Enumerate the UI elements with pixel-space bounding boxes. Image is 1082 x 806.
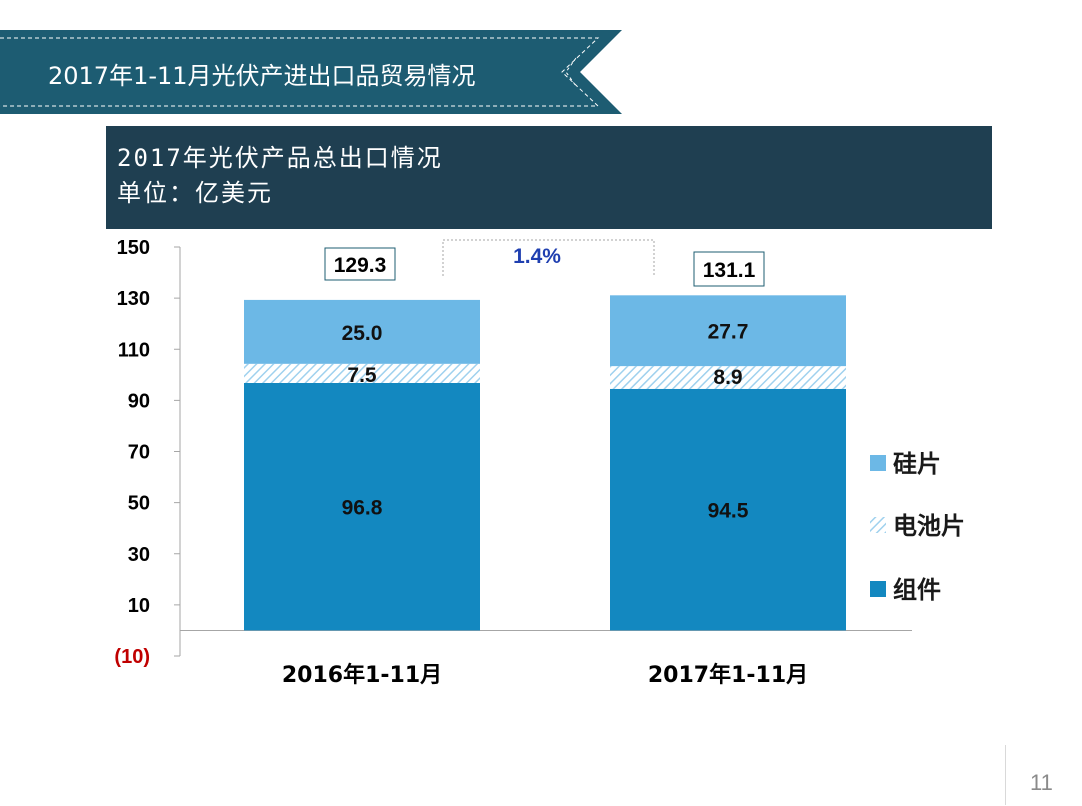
bar-data-label: 96.8 [342, 497, 383, 520]
growth-label: 1.4% [513, 245, 561, 268]
bar-data-label: 7.5 [347, 364, 377, 387]
bar-data-label: 94.5 [708, 500, 749, 523]
y-tick-label: 90 [128, 390, 150, 412]
y-tick-label: 110 [118, 339, 150, 361]
x-tick-label: 2017年1-11月 [648, 662, 808, 688]
legend-swatch [870, 581, 886, 597]
legend-swatch [870, 517, 886, 533]
bar-data-label: 25.0 [342, 322, 383, 345]
growth-bracket [442, 239, 655, 276]
legend-label: 组件 [893, 576, 941, 604]
page-number-divider [1005, 745, 1006, 805]
total-label: 129.3 [334, 254, 387, 277]
legend-swatch [870, 455, 886, 471]
bar-segment [610, 366, 846, 389]
chart-title: 2017年光伏产品总出口情况 [117, 144, 443, 172]
y-tick-label: 130 [117, 288, 150, 310]
bar-segment [610, 388, 846, 631]
bar-data-label: 27.7 [708, 321, 749, 344]
total-label-box [693, 251, 765, 287]
y-tick-label: (10) [114, 646, 150, 668]
bar-data-label: 8.9 [713, 366, 742, 389]
title-banner [0, 30, 622, 114]
x-tick-label: 2016年1-11月 [282, 662, 442, 688]
page-number: 11 [1030, 770, 1053, 795]
bar-segment [244, 299, 480, 364]
bar-segment [244, 382, 480, 631]
total-label: 131.1 [703, 259, 756, 282]
y-tick-label: 50 [128, 493, 150, 515]
y-tick-label: 10 [128, 595, 150, 617]
bar-segment [244, 363, 480, 383]
legend-label: 硅片 [893, 450, 941, 478]
y-tick-label: 150 [117, 237, 150, 259]
total-label-box [324, 247, 396, 281]
y-tick-label: 70 [128, 442, 150, 464]
page-title: 2017年1-11月光伏产进出口品贸易情况 [48, 62, 476, 90]
chart-header-box [106, 126, 992, 229]
bar-segment [610, 295, 846, 367]
chart-unit: 单位：亿美元 [117, 179, 273, 207]
y-tick-label: 30 [128, 544, 150, 566]
legend-label: 电池片 [893, 512, 965, 540]
